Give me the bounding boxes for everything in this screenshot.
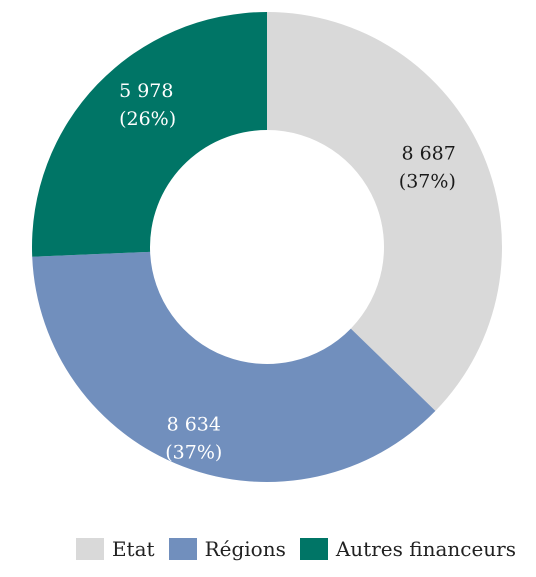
slice-value-label-autres-financeurs: 5 978 — [119, 80, 173, 102]
slice-percent-label-etat: (37%) — [399, 170, 456, 192]
slice-percent-label-autres-financeurs: (26%) — [119, 108, 176, 130]
legend-item-regions: Régions — [168, 537, 286, 561]
legend: Etat Régions Autres financeurs — [75, 537, 516, 561]
slice-value-label-regions: 8 634 — [167, 413, 221, 435]
legend-swatch-regions — [168, 538, 197, 560]
legend-label-etat: Etat — [111, 537, 155, 561]
legend-swatch-etat — [75, 538, 104, 560]
slice-etat — [267, 12, 503, 411]
legend-label-autres-financeurs: Autres financeurs — [335, 537, 516, 561]
slice-percent-label-regions: (37%) — [165, 441, 222, 463]
legend-swatch-autres-financeurs — [299, 538, 328, 560]
slices-group — [31, 12, 503, 482]
slice-regions — [32, 251, 436, 482]
legend-item-etat: Etat — [75, 537, 155, 561]
slice-autres-financeurs — [31, 12, 267, 257]
legend-label-regions: Régions — [204, 537, 286, 561]
slice-value-label-etat: 8 687 — [401, 142, 455, 164]
legend-item-autres-financeurs: Autres financeurs — [299, 537, 516, 561]
slice-labels-group: 8 687 (37%) 8 634 (37%) 5 978 (26%) — [119, 80, 456, 463]
